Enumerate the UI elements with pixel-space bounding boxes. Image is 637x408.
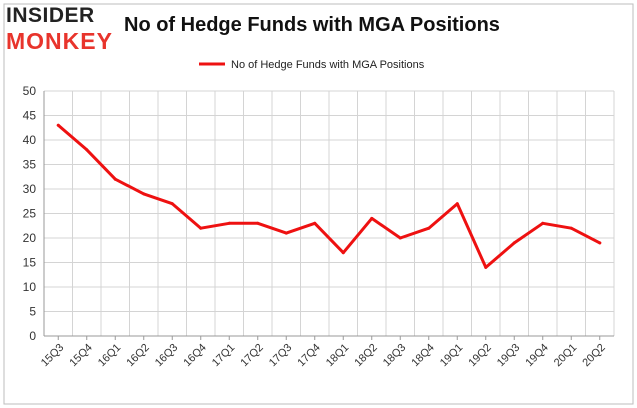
data-point	[313, 221, 317, 225]
data-point	[142, 192, 146, 196]
x-tick-label: 19Q4	[523, 342, 551, 370]
chart-title: No of Hedge Funds with MGA Positions	[124, 14, 500, 36]
x-tick-label: 17Q2	[238, 342, 266, 370]
y-tick-label: 45	[23, 109, 37, 123]
insider-monkey-logo: INSIDER MONKEY	[6, 4, 118, 56]
x-tick-label: 17Q3	[267, 342, 295, 370]
x-tick-label: 15Q3	[39, 342, 67, 370]
x-tick-label: 15Q4	[67, 342, 95, 370]
y-tick-label: 10	[23, 280, 37, 294]
data-point	[284, 231, 288, 235]
x-tick-label: 17Q1	[210, 342, 238, 370]
y-tick-label: 30	[23, 182, 37, 196]
data-point	[170, 202, 174, 206]
y-tick-label: 50	[23, 84, 37, 98]
y-tick-label: 15	[23, 256, 37, 270]
x-tick-label: 17Q4	[295, 342, 323, 370]
y-tick-label: 35	[23, 158, 37, 172]
x-tick-label: 20Q1	[552, 342, 580, 370]
data-point	[113, 177, 117, 181]
x-tick-label: 19Q1	[438, 342, 466, 370]
data-point	[199, 226, 203, 230]
data-point	[85, 148, 89, 152]
x-tick-label: 16Q1	[96, 342, 124, 370]
x-tick-label: 16Q4	[181, 342, 209, 370]
y-tick-label: 0	[29, 329, 36, 343]
data-point	[569, 226, 573, 230]
data-point	[56, 123, 60, 127]
x-tick-label: 18Q2	[352, 342, 380, 370]
data-point	[541, 221, 545, 225]
data-point	[512, 241, 516, 245]
x-tick-label: 18Q4	[409, 342, 437, 370]
data-point	[227, 221, 231, 225]
x-tick-label: 20Q2	[580, 342, 608, 370]
logo-line1: INSIDER	[6, 4, 95, 27]
chart-frame	[3, 3, 634, 405]
legend-label: No of Hedge Funds with MGA Positions	[231, 59, 425, 71]
y-tick-label: 5	[29, 305, 36, 319]
y-tick-label: 40	[23, 133, 37, 147]
series-line	[56, 123, 602, 269]
x-tick-label: 19Q3	[495, 342, 523, 370]
data-point	[341, 251, 345, 255]
data-point	[427, 226, 431, 230]
data-point	[455, 202, 459, 206]
x-tick-label: 18Q3	[381, 342, 409, 370]
x-tick-label: 18Q1	[324, 342, 352, 370]
logo-line2: MONKEY	[6, 28, 113, 54]
data-point	[484, 265, 488, 269]
y-tick-label: 25	[23, 207, 37, 221]
x-tick-label: 19Q2	[466, 342, 494, 370]
data-point	[370, 216, 374, 220]
data-point	[256, 221, 260, 225]
data-point	[398, 236, 402, 240]
x-tick-label: 16Q3	[153, 342, 181, 370]
x-tick-label: 16Q2	[124, 342, 152, 370]
data-point	[598, 241, 602, 245]
y-tick-label: 20	[23, 231, 37, 245]
